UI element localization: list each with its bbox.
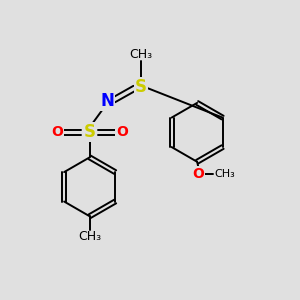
- Text: S: S: [135, 78, 147, 96]
- Text: CH₃: CH₃: [130, 48, 153, 61]
- Text: CH₃: CH₃: [78, 230, 101, 243]
- Text: S: S: [84, 123, 96, 141]
- Text: O: O: [51, 125, 63, 139]
- Text: O: O: [193, 167, 205, 181]
- Text: N: N: [100, 92, 114, 110]
- Text: O: O: [116, 125, 128, 139]
- Text: CH₃: CH₃: [214, 169, 235, 178]
